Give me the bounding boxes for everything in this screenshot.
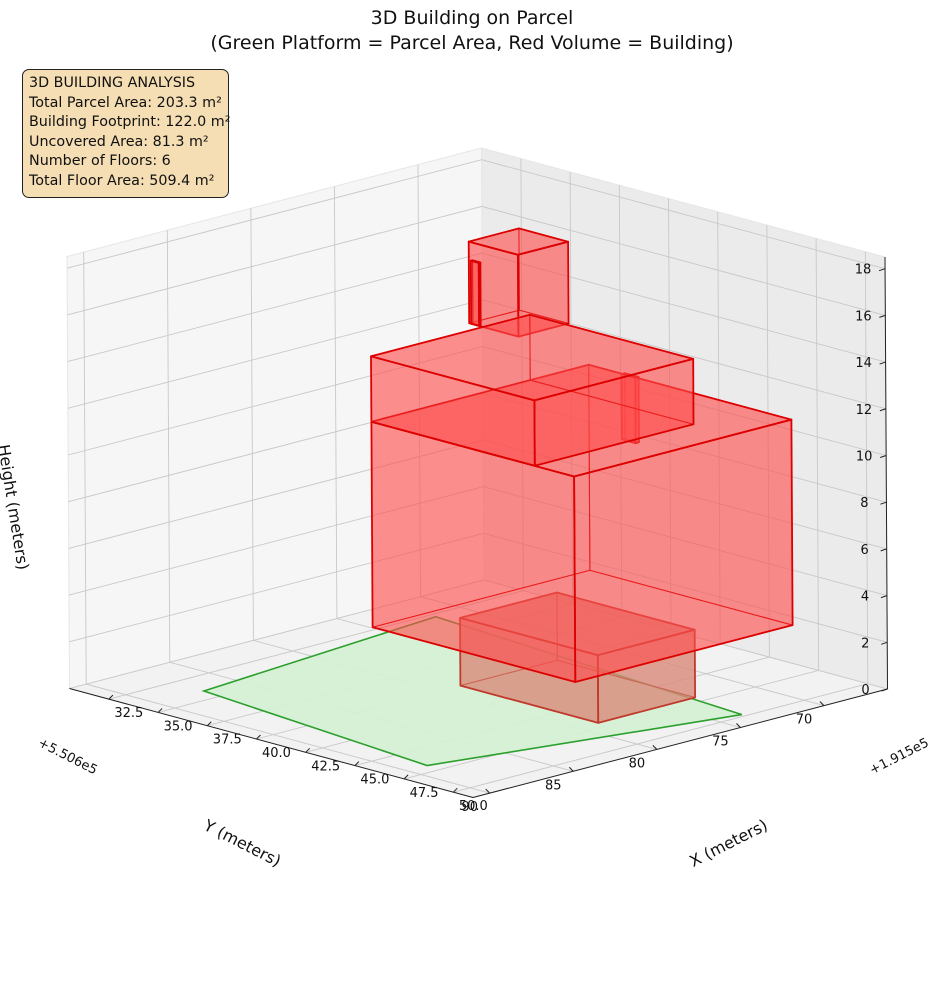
y-axis-line xyxy=(472,688,888,798)
chart-subtitle: (Green Platform = Parcel Area, Red Volum… xyxy=(210,32,734,54)
info-total-parcel-area: Total Parcel Area: 203.3 m² xyxy=(29,94,222,111)
building-floors-4-5 xyxy=(370,313,695,467)
x-tick-label: 40.0 xyxy=(262,746,291,761)
z-tick xyxy=(881,641,888,645)
gridline-z xyxy=(68,439,887,550)
z-tick xyxy=(879,314,886,318)
building-face xyxy=(370,313,695,402)
y-tick xyxy=(485,788,491,794)
building-floors-1-3 xyxy=(370,363,794,683)
z-axis-line xyxy=(884,256,888,690)
info-uncovered-area: Uncovered Area: 81.3 m² xyxy=(29,133,209,150)
y-tick xyxy=(819,701,825,706)
x-offset-label: +1.915e5 xyxy=(867,736,931,779)
gridline-z xyxy=(67,205,886,316)
info-box-heading: 3D BUILDING ANALYSIS xyxy=(29,75,196,91)
x-tick-label: 42.5 xyxy=(311,759,340,774)
x-axis-line xyxy=(69,688,474,798)
gridline-z xyxy=(69,532,888,643)
z-tick-label: 18 xyxy=(855,263,872,278)
info-total-floor-area: Total Floor Area: 509.4 m² xyxy=(29,172,215,189)
z-tick xyxy=(881,688,888,692)
building-rooftop-slit xyxy=(469,259,482,327)
x-axis-label: X (meters) xyxy=(686,815,770,871)
gridline-z xyxy=(67,299,887,410)
z-tick xyxy=(880,501,887,505)
x-tick-label: 35.0 xyxy=(164,719,193,734)
y-tick xyxy=(736,723,741,728)
analysis-info-box: 3D BUILDING ANALYSIS Total Parcel Area: … xyxy=(22,69,231,198)
gridline-z xyxy=(67,346,887,456)
z-tick-label: 6 xyxy=(861,543,869,558)
x-tick-label: 37.5 xyxy=(213,733,242,748)
z-tick-label: 16 xyxy=(855,309,872,324)
x-tick xyxy=(157,708,163,713)
x-tick xyxy=(305,747,311,753)
building-face xyxy=(469,259,481,327)
x-tick-label: 32.5 xyxy=(114,706,143,721)
z-tick xyxy=(879,408,887,412)
y-tick-label: 85 xyxy=(545,778,562,793)
x-tick-label: 47.5 xyxy=(410,786,439,801)
y-axis-label: Y (meters) xyxy=(200,815,284,870)
x-tick xyxy=(403,774,409,780)
z-axis-label: Height (meters) xyxy=(0,443,33,571)
gridline-z xyxy=(68,486,888,597)
building-face xyxy=(467,227,569,256)
z-tick-label: 14 xyxy=(855,356,872,371)
y-tick xyxy=(568,766,574,772)
x-tick-label: 45.0 xyxy=(360,773,389,788)
z-tick-label: 0 xyxy=(861,683,869,698)
building-face xyxy=(459,591,696,656)
gridline-z xyxy=(69,579,888,690)
z-tick-label: 2 xyxy=(861,636,869,651)
z-tick-label: 10 xyxy=(856,449,873,464)
x-tick xyxy=(108,694,114,700)
info-number-of-floors: Number of Floors: 6 xyxy=(29,153,171,170)
x-tick xyxy=(206,721,212,727)
x-tick xyxy=(354,761,360,766)
z-tick-label: 8 xyxy=(860,496,868,511)
gridline-z xyxy=(67,252,886,363)
z-tick xyxy=(880,548,887,552)
y-tick-label: 90 xyxy=(461,800,478,815)
z-tick-label: 12 xyxy=(856,403,873,418)
y-tick xyxy=(652,745,658,750)
y-tick-label: 80 xyxy=(629,756,646,771)
x-tick-label: 50.0 xyxy=(459,799,488,814)
z-tick xyxy=(878,268,886,272)
gridline-z xyxy=(66,159,886,270)
y-offset-label: +5.506e5 xyxy=(35,736,99,779)
z-tick xyxy=(880,595,888,599)
x-tick xyxy=(256,734,261,740)
y-tick-label: 70 xyxy=(796,713,813,728)
chart-title: 3D Building on Parcel xyxy=(370,7,574,29)
z-tick xyxy=(879,361,886,365)
building-face xyxy=(469,259,482,264)
z-tick-label: 4 xyxy=(861,590,869,605)
info-building-footprint: Building Footprint: 122.0 m² xyxy=(29,114,231,131)
x-tick xyxy=(452,787,458,793)
z-tick xyxy=(879,455,887,458)
y-tick-label: 75 xyxy=(712,735,729,750)
